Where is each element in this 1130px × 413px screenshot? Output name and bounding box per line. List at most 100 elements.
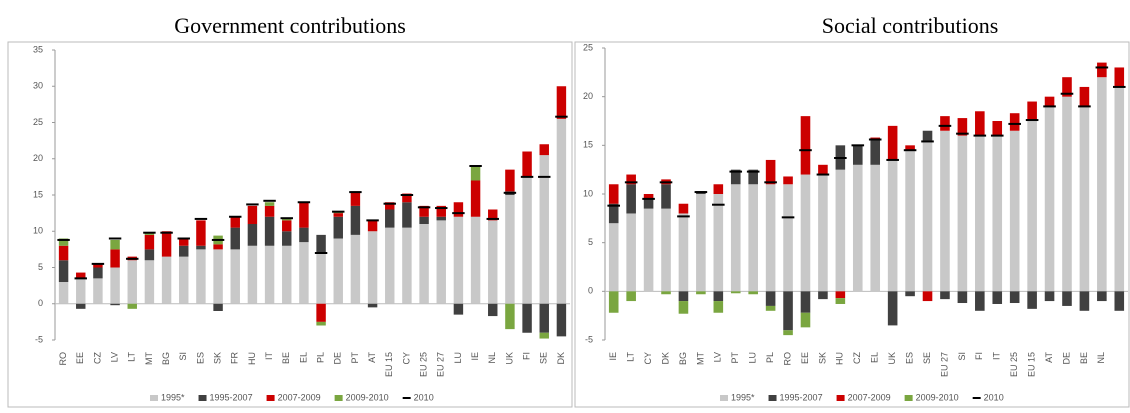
bar-segment — [748, 184, 758, 292]
x-tick-label: BE — [281, 352, 291, 364]
x-tick-label: FI — [521, 352, 531, 360]
bar-segment — [608, 203, 619, 224]
bar-segment — [419, 216, 429, 224]
bar-segment — [333, 216, 343, 239]
bar-segment — [230, 227, 240, 250]
bar-segment — [58, 245, 69, 261]
y-tick-label: -5 — [585, 334, 593, 344]
bar-segment — [436, 220, 446, 304]
chart-title: Social contributions — [822, 13, 999, 38]
bar-segment — [230, 249, 240, 304]
x-tick-label: HU — [247, 352, 257, 365]
bar-segment — [367, 220, 378, 232]
bar-segment — [299, 242, 309, 304]
legend-label: 2009-2010 — [346, 392, 389, 402]
bar-segment — [402, 202, 412, 228]
x-tick-label: MT — [695, 352, 705, 365]
bar-segment — [608, 184, 619, 204]
bar-segment — [110, 267, 120, 304]
bar-segment — [887, 291, 898, 326]
bar-segment — [1097, 77, 1107, 292]
bar-segment — [385, 227, 395, 304]
bar-segment — [1114, 67, 1125, 87]
bar-segment — [127, 260, 137, 304]
bar-segment — [905, 145, 915, 151]
x-tick-label: LV — [713, 352, 723, 362]
bar-segment — [957, 135, 968, 292]
bar-segment — [196, 249, 206, 304]
x-tick-label: SI — [178, 352, 188, 361]
legend-label: 1995-2007 — [210, 392, 253, 402]
bar-segment — [1027, 101, 1037, 121]
bar-segment — [93, 267, 103, 279]
bar-segment — [783, 330, 793, 336]
bar-segment — [800, 312, 811, 328]
x-tick-label: EU 15 — [384, 352, 394, 377]
bar-segment — [505, 195, 515, 304]
y-tick-label: 25 — [33, 117, 43, 127]
legend-swatch — [904, 395, 913, 401]
bar-segment — [367, 303, 378, 308]
x-tick-label: ES — [195, 352, 205, 364]
bar-segment — [940, 130, 950, 292]
bar-segment — [1027, 291, 1037, 309]
bar-segment — [1009, 113, 1020, 131]
bar-segment — [730, 169, 741, 185]
bar-segment — [1009, 130, 1020, 292]
bar-segment — [505, 169, 515, 192]
bar-segment — [488, 303, 498, 317]
bar-segment — [505, 303, 515, 330]
x-tick-label: SK — [212, 352, 222, 364]
bar-segment — [922, 130, 933, 141]
bar-segment — [93, 278, 103, 304]
x-tick-label: EU 25 — [1009, 352, 1019, 377]
bar-segment — [626, 213, 636, 292]
bar-segment — [748, 169, 758, 185]
bar-segment — [316, 234, 326, 253]
bar-segment — [436, 216, 446, 221]
bar-segment — [264, 216, 275, 246]
bar-segment — [385, 209, 395, 228]
bar-segment — [161, 256, 172, 304]
x-tick-label: LT — [626, 352, 636, 362]
bar-segment — [110, 249, 120, 268]
bar-segment — [608, 223, 619, 292]
bar-segment — [539, 155, 549, 304]
bar-segment — [282, 220, 292, 232]
bar-segment — [800, 174, 811, 292]
legend-label: 2007-2009 — [848, 392, 891, 402]
x-tick-label: UK — [887, 352, 897, 365]
legend-label: 1995-2007 — [780, 392, 823, 402]
bar-segment — [316, 321, 326, 326]
x-tick-label: EL — [870, 352, 880, 363]
panel-frame — [574, 41, 1130, 408]
bar-segment — [922, 140, 933, 292]
bar-segment — [626, 174, 636, 185]
bar-segment — [818, 291, 828, 300]
x-tick-label: SI — [957, 352, 967, 361]
bar-segment — [713, 291, 724, 302]
bar-segment — [922, 291, 933, 302]
bar-segment — [887, 159, 898, 292]
x-tick-label: PL — [315, 352, 325, 363]
x-tick-label: AT — [1044, 352, 1054, 363]
bar-segment — [818, 164, 828, 175]
bar-segment — [1097, 291, 1107, 302]
bar-segment — [539, 303, 549, 333]
x-tick-label: FI — [974, 352, 984, 360]
bar-segment — [127, 303, 137, 309]
bar-segment — [975, 291, 985, 311]
legend-swatch — [836, 395, 845, 401]
x-tick-label: PT — [350, 352, 360, 364]
y-tick-label: 0 — [588, 286, 593, 296]
legend-label: 2010 — [414, 392, 434, 402]
y-tick-label: 30 — [33, 81, 43, 91]
bar-segment — [367, 231, 378, 304]
bar-segment — [713, 194, 724, 292]
x-tick-label: CY — [643, 352, 653, 365]
bar-segment — [957, 118, 968, 136]
bar-segment — [453, 303, 464, 315]
x-tick-label: DK — [660, 352, 670, 365]
y-tick-label: 15 — [33, 189, 43, 199]
bar-segment — [626, 184, 636, 214]
